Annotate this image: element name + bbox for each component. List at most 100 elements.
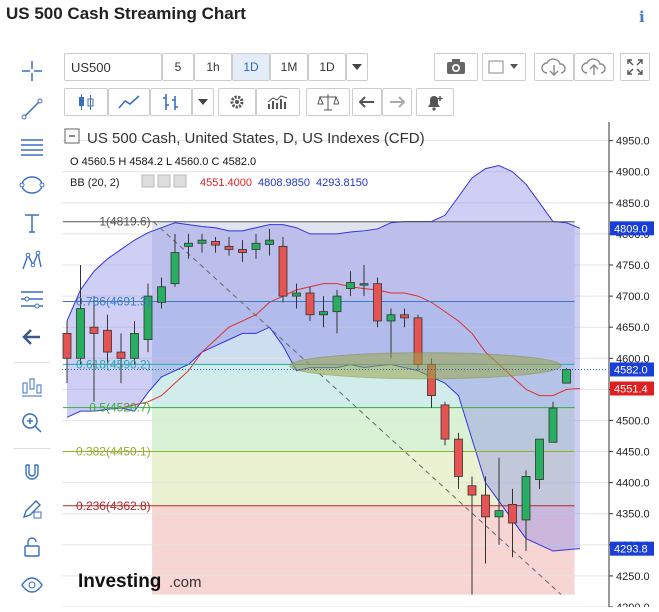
candle-body[interactable]: [238, 249, 247, 253]
gear-icon[interactable]: [157, 174, 171, 188]
undo-icon[interactable]: [352, 88, 382, 116]
candle-body[interactable]: [292, 292, 301, 297]
interval-dropdown[interactable]: 1D: [308, 53, 346, 81]
candle-body[interactable]: [535, 438, 544, 480]
toolbar-divider: [14, 362, 50, 363]
interval-1d[interactable]: 1D: [232, 53, 270, 81]
price-badge: [610, 221, 654, 236]
eye-icon[interactable]: [16, 572, 48, 598]
candlestick-type-icon[interactable]: [64, 88, 108, 116]
candle-body[interactable]: [359, 283, 369, 286]
candle-body[interactable]: [494, 510, 504, 518]
candle-body[interactable]: [548, 407, 558, 443]
close-icon[interactable]: [173, 174, 187, 188]
candle-body[interactable]: [346, 282, 355, 290]
watermark-brand: Investing: [78, 571, 161, 592]
candle-body[interactable]: [76, 308, 85, 359]
trend-line-icon[interactable]: [16, 96, 48, 122]
fib-retracement-icon[interactable]: [16, 286, 48, 312]
candle-body[interactable]: [116, 351, 126, 359]
candle-body[interactable]: [508, 504, 517, 524]
zoom-in-icon[interactable]: [16, 410, 48, 436]
fib-level-label: 0.618(4590.2): [76, 357, 151, 371]
alert-bell-icon[interactable]: [416, 88, 454, 116]
price-badge-label: 4551.4: [614, 384, 648, 396]
candle-body[interactable]: [319, 311, 328, 316]
candle-body[interactable]: [440, 404, 450, 440]
unlock-icon[interactable]: [16, 534, 48, 560]
price-badge: [610, 381, 654, 396]
y-tick-label: 4250.0: [616, 571, 650, 583]
bb-upper-value: 4808.9850: [258, 177, 310, 189]
chevron-down-icon[interactable]: [192, 88, 214, 116]
watermark: Investing .com: [78, 571, 202, 592]
candle-body[interactable]: [251, 242, 261, 250]
candle-body[interactable]: [265, 239, 274, 245]
candle-body[interactable]: [562, 369, 571, 384]
interval-1m[interactable]: 1M: [270, 53, 308, 81]
candle-body[interactable]: [143, 295, 153, 341]
ellipse-highlight[interactable]: [289, 352, 562, 380]
toolbar-divider: [14, 448, 50, 449]
arrow-left-icon[interactable]: [16, 324, 48, 350]
candle-body[interactable]: [184, 242, 193, 247]
crosshair-icon[interactable]: [16, 58, 48, 84]
fullscreen-icon[interactable]: [620, 53, 650, 81]
fib-trend-line: [153, 221, 562, 595]
camera-icon[interactable]: [434, 53, 478, 81]
fib-zone: [152, 407, 575, 452]
cloud-upload-icon[interactable]: [574, 53, 614, 81]
candle-body[interactable]: [170, 252, 180, 285]
candle-body[interactable]: [278, 245, 288, 297]
candle-body[interactable]: [467, 485, 477, 496]
y-tick-label: 4650.0: [616, 322, 650, 334]
candle-body[interactable]: [197, 239, 207, 244]
drawing-toolbar: [0, 50, 64, 607]
candle-body[interactable]: [103, 329, 112, 353]
candle-body[interactable]: [157, 286, 166, 303]
candles-icon[interactable]: [16, 374, 48, 400]
symbol-input[interactable]: US500: [64, 53, 162, 81]
y-tick-label: 4350.0: [616, 509, 650, 521]
cloud-download-icon[interactable]: [534, 53, 574, 81]
candle-body[interactable]: [386, 314, 396, 322]
chevron-down-icon[interactable]: [346, 53, 368, 81]
candle-body[interactable]: [332, 295, 342, 313]
eye-icon[interactable]: [141, 174, 155, 188]
candle-body[interactable]: [481, 494, 490, 518]
info-icon[interactable]: i: [639, 8, 645, 26]
text-icon[interactable]: [16, 210, 48, 236]
gear-icon[interactable]: [218, 88, 256, 116]
fib-level-label: 0.236(4362.8): [76, 499, 151, 513]
chart-area[interactable]: 4950.04900.04850.04800.04750.04700.04650…: [62, 122, 659, 612]
magnet-icon[interactable]: [16, 460, 48, 486]
pattern-icon[interactable]: [16, 248, 48, 274]
fib-zone: [152, 505, 575, 595]
interval-5[interactable]: 5: [162, 53, 194, 81]
candle-body[interactable]: [62, 333, 72, 359]
candle-body[interactable]: [521, 476, 531, 521]
candle-body[interactable]: [454, 438, 463, 477]
bar-type-icon[interactable]: [150, 88, 192, 116]
fib-level-label: 1(4819.6): [99, 215, 150, 229]
layout-select[interactable]: [482, 53, 526, 81]
candle-body[interactable]: [211, 240, 220, 246]
candle-body[interactable]: [130, 333, 139, 359]
redo-icon[interactable]: [382, 88, 412, 116]
line-type-icon[interactable]: [108, 88, 150, 116]
bb-mid-value: 4551.4000: [200, 177, 252, 189]
compare-icon[interactable]: [306, 88, 350, 116]
candle-body[interactable]: [305, 292, 315, 316]
candle-body[interactable]: [89, 326, 99, 334]
candle-body[interactable]: [373, 283, 382, 322]
pencil-lock-icon[interactable]: [16, 496, 48, 522]
horizontal-lines-icon[interactable]: [16, 134, 48, 160]
ellipse-icon[interactable]: [16, 172, 48, 198]
candle-body[interactable]: [224, 245, 234, 250]
indicators-icon[interactable]: [256, 88, 300, 116]
candle-body[interactable]: [400, 314, 409, 319]
y-tick-label: 4900.0: [616, 167, 650, 179]
interval-1h[interactable]: 1h: [194, 53, 232, 81]
price-chart[interactable]: 4950.04900.04850.04800.04750.04700.04650…: [62, 122, 659, 612]
bb-label: BB (20, 2): [70, 177, 120, 189]
